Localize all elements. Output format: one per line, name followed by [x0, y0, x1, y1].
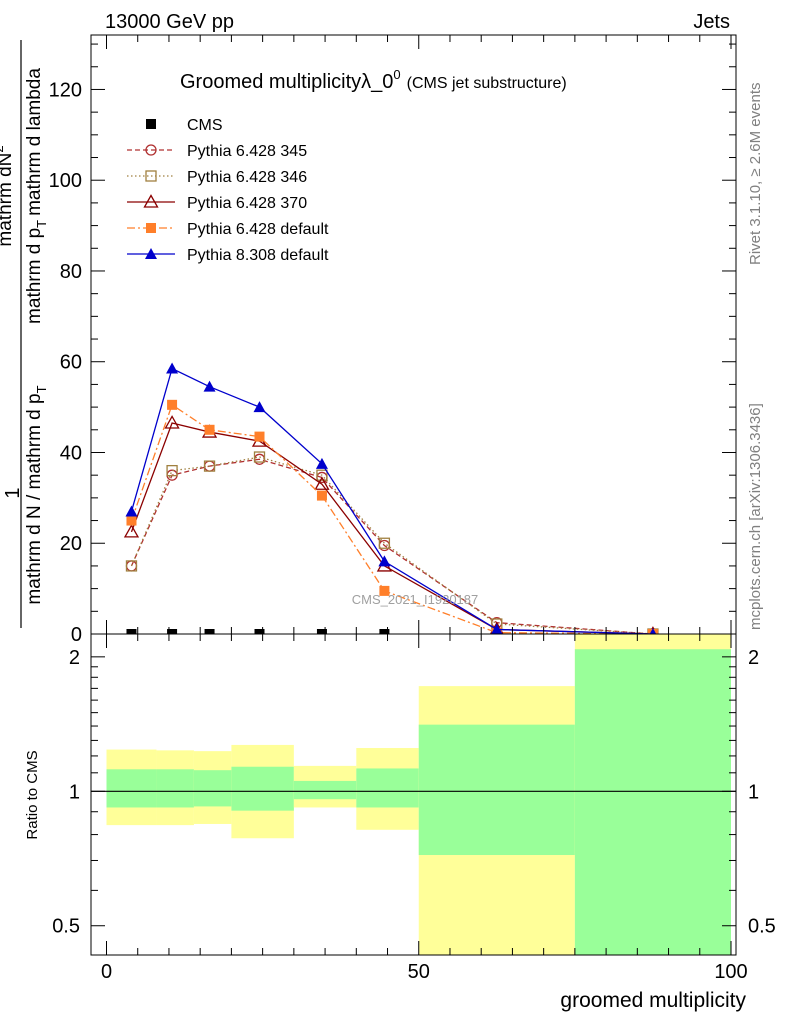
series-line [130, 403, 653, 634]
y-label-numerator-bottom: mathrm d pTmathrm d lambda [24, 68, 49, 324]
y-label-numerator-top: mathrm dN2 [0, 145, 16, 246]
x-tick-label: 100 [714, 961, 747, 983]
data-point [125, 560, 138, 572]
ratio-inner-band [193, 770, 232, 807]
y-tick-label: 120 [49, 79, 82, 101]
legend-label: Pythia 6.428 370 [187, 195, 307, 212]
y-tick-label: 80 [60, 261, 82, 283]
ratio-y-tick-label-right: 0.5 [748, 916, 776, 938]
x-tick-label: 50 [408, 961, 430, 983]
y-tick-label: 40 [60, 442, 82, 464]
series-0 [126, 629, 390, 634]
legend-label: Pythia 6.428 default [187, 221, 329, 238]
main-y-axis-label: 1 mathrm dN2 mathrm d pTmathrm d lambda … [0, 40, 49, 628]
data-point [316, 629, 327, 634]
series-line [130, 456, 653, 634]
legend-entry: Pythia 6.428 346 [127, 169, 307, 186]
data-point [378, 537, 391, 549]
y-label-prefactor: 1 [2, 487, 24, 498]
main-plot-panel: 0 20 40 60 80 100 120 Groomed multiplicityλ_00… [0, 34, 737, 646]
series-line [130, 458, 653, 634]
ratio-inner-band [293, 780, 357, 800]
ratio-inner-band [574, 649, 731, 955]
data-point [253, 401, 266, 413]
data-point [126, 515, 137, 526]
legend-label: Pythia 8.308 default [187, 247, 329, 264]
mcplots-label: mcplots.cern.ch [arXiv:1306.3436] [747, 403, 764, 630]
legend-entry: Pythia 6.428 370 [127, 194, 307, 212]
data-point [254, 431, 265, 442]
ratio-plot-panel: 0.5 0.5 1 1 2 2 0 50 100 Ratio to CMS groomed mu… [24, 633, 776, 1012]
data-point [491, 623, 503, 634]
data-point [203, 460, 216, 472]
ratio-inner-band [156, 769, 194, 808]
ratio-plot-frame [90, 633, 737, 956]
data-point [254, 629, 265, 634]
data-point [204, 424, 215, 435]
legend-marker [145, 170, 157, 182]
data-point [166, 464, 178, 477]
y-tick-label: 100 [49, 170, 82, 192]
legend-marker [145, 144, 157, 156]
legend-label: CMS [187, 117, 223, 134]
analysis-watermark: CMS_2021_I1920187 [352, 592, 479, 607]
y-tick-label: 20 [60, 533, 82, 555]
header-energy-label: 13000 GeV pp [105, 11, 234, 33]
data-point [167, 629, 178, 634]
y-label-denominator: mathrm d N / mathrm d pT [24, 385, 49, 604]
x-tick-label: 0 [101, 961, 112, 983]
series-2 [125, 451, 659, 634]
data-point [379, 629, 390, 634]
data-point [253, 451, 266, 463]
data-point [167, 399, 178, 410]
header-jets-label: Jets [693, 11, 730, 33]
series-1 [125, 453, 659, 634]
legend-label: Pythia 6.428 346 [187, 169, 307, 186]
y-tick-label: 60 [60, 352, 82, 374]
data-point [316, 469, 328, 481]
ratio-inner-band [231, 766, 294, 811]
ratio-y-axis-label: Ratio to CMS [24, 750, 41, 839]
legend-label: Pythia 6.428 345 [187, 143, 307, 160]
ratio-inner-band [106, 769, 157, 808]
ratio-inner-band [418, 724, 575, 856]
data-point [379, 585, 390, 596]
data-point [164, 415, 180, 429]
data-point [378, 555, 391, 567]
plot-title: Groomed multiplicityλ_00(CMS jet substru… [180, 67, 567, 93]
ratio-y-tick-label: 1 [69, 781, 80, 803]
ratio-y-tick-label: 0.5 [52, 916, 80, 938]
data-point [315, 457, 328, 469]
legend-marker [145, 248, 157, 259]
legend-marker [146, 119, 156, 129]
ratio-y-tick-label-right: 1 [748, 781, 759, 803]
data-point [204, 629, 215, 634]
legend-entry: Pythia 6.428 345 [127, 143, 307, 160]
data-point [166, 362, 179, 374]
ratio-y-tick-label-right: 2 [748, 647, 759, 669]
data-point [314, 476, 330, 490]
legend-marker [146, 223, 156, 233]
legend-marker [143, 194, 159, 208]
data-point [203, 380, 216, 392]
ratio-inner-band [356, 768, 419, 808]
legend-entry: CMS [146, 117, 223, 134]
data-point [123, 524, 140, 538]
series-line [130, 367, 653, 634]
series-5 [125, 362, 657, 634]
data-point [125, 505, 138, 517]
legend-entry: Pythia 6.428 default [127, 221, 329, 238]
x-axis-label: groomed multiplicity [560, 989, 746, 1012]
rivet-version-label: Rivet 3.1.10, ≥ 2.6M events [747, 83, 764, 266]
y-tick-label: 0 [71, 624, 82, 646]
legend: CMS Pythia 6.428 345 Pythia 6.428 346 Pythi… [127, 117, 329, 264]
data-point [316, 490, 327, 501]
legend-entry: Pythia 8.308 default [127, 247, 329, 264]
data-point [649, 628, 657, 634]
data-point [126, 629, 137, 634]
ratio-y-tick-label: 2 [69, 647, 80, 669]
ratio-bands [106, 634, 731, 955]
series-layer [123, 362, 659, 634]
